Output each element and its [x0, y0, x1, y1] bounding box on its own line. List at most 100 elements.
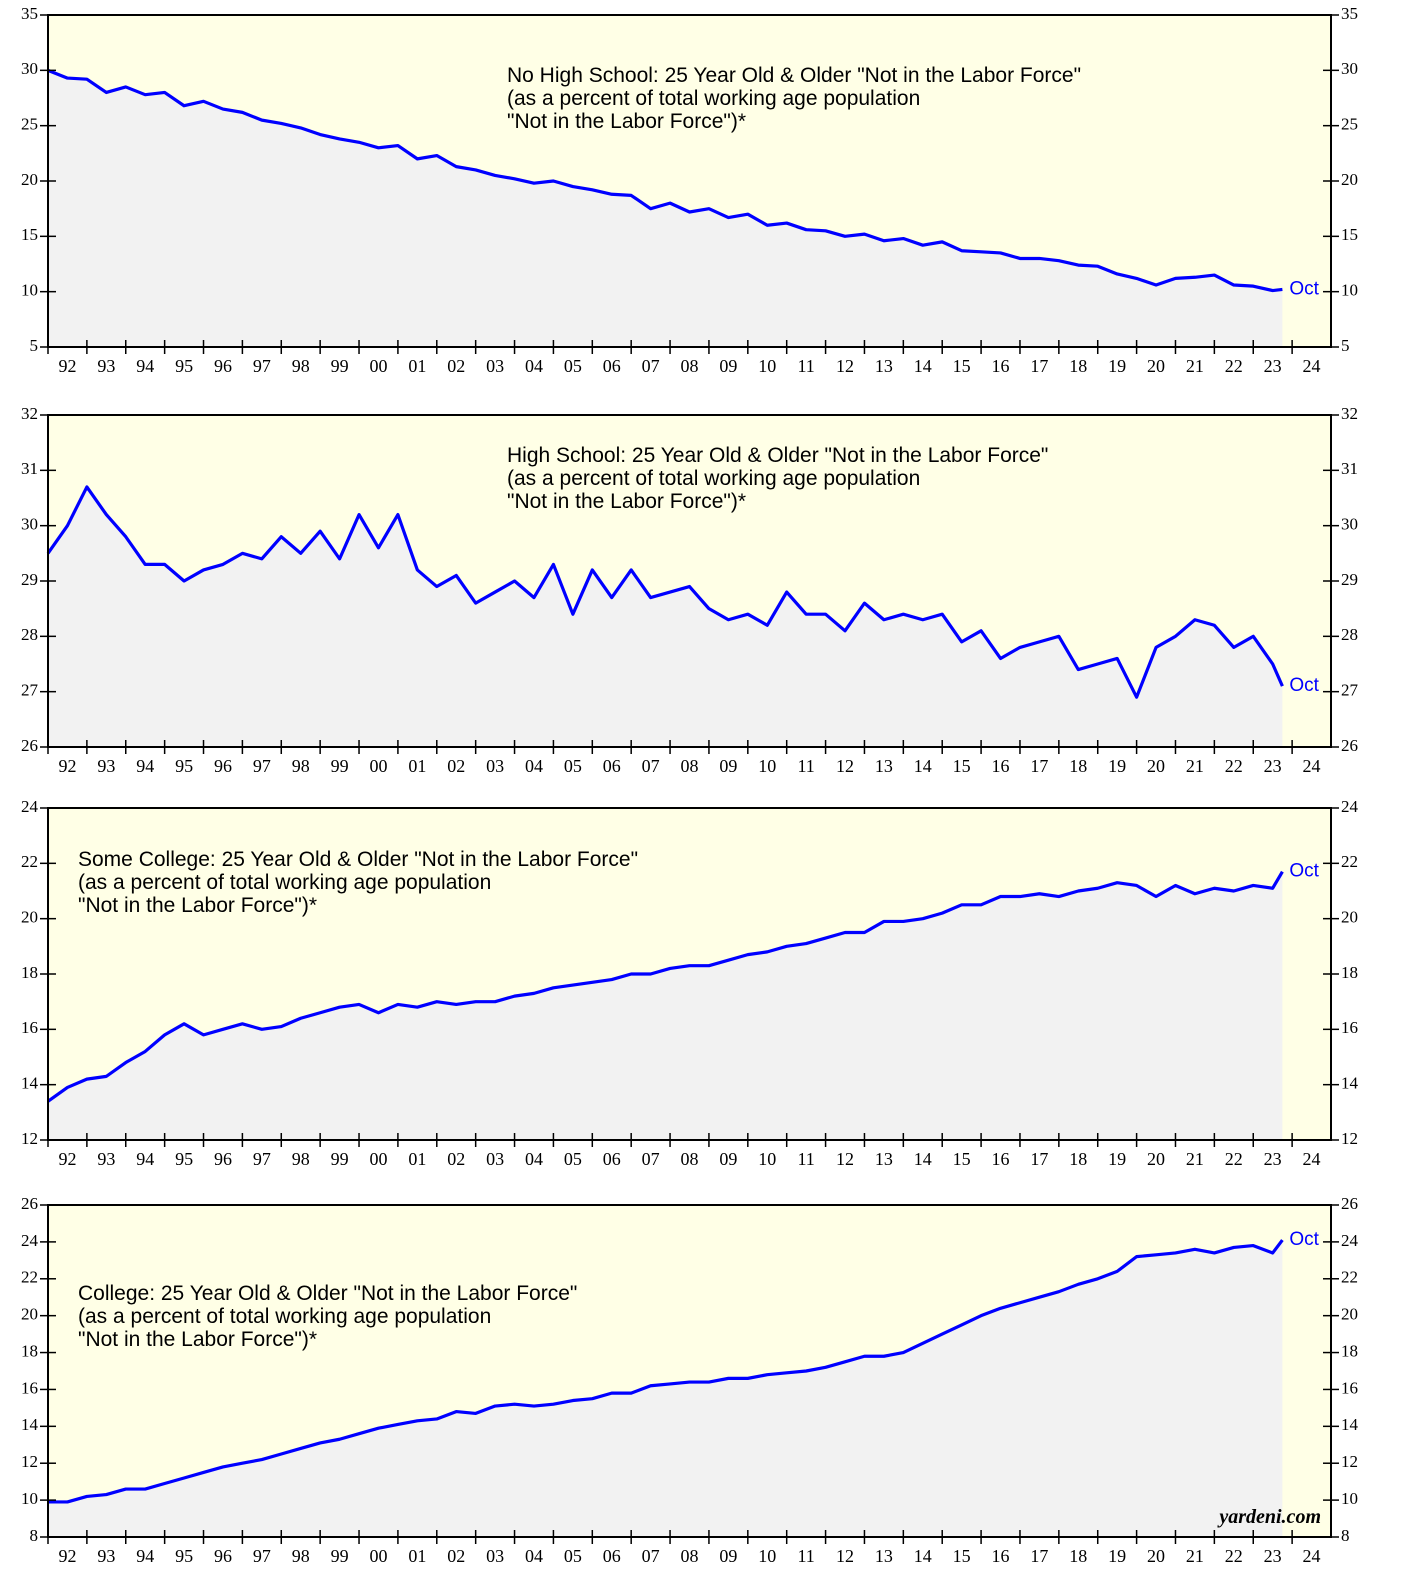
x-tick-label: 02: [447, 1149, 465, 1169]
x-tick-label: 15: [953, 356, 971, 376]
x-tick-label: 05: [564, 1149, 582, 1169]
y-tick-label-right: 31: [1341, 459, 1358, 478]
x-tick-label: 24: [1303, 756, 1321, 776]
y-tick-label: 14: [21, 1415, 39, 1434]
x-tick-label: 20: [1147, 756, 1165, 776]
y-tick-label-right: 10: [1341, 281, 1358, 300]
x-tick-label: 92: [58, 1546, 76, 1566]
x-tick-label: 94: [136, 356, 154, 376]
x-tick-label: 22: [1225, 1149, 1243, 1169]
x-tick-label: 00: [369, 1546, 387, 1566]
x-tick-label: 03: [486, 356, 504, 376]
x-tick-label: 19: [1108, 1149, 1126, 1169]
end-label: Oct: [1289, 1229, 1319, 1250]
y-tick-label-right: 15: [1341, 225, 1358, 244]
x-tick-label: 13: [875, 356, 893, 376]
y-tick-label-right: 24: [1341, 1231, 1359, 1250]
area-fill: [48, 1240, 1283, 1537]
y-tick-label-right: 18: [1341, 1341, 1358, 1360]
x-tick-label: 04: [525, 1546, 543, 1566]
area-fill: [48, 871, 1283, 1140]
x-tick-label: 09: [719, 756, 737, 776]
x-tick-label: 98: [292, 756, 310, 776]
y-tick-label-right: 8: [1341, 1526, 1350, 1545]
x-tick-label: 03: [486, 756, 504, 776]
series-line: [47, 870, 1284, 1103]
end-label: Oct: [1289, 675, 1319, 696]
series-line: [47, 68, 1283, 293]
x-tick-label: 09: [719, 356, 737, 376]
y-tick-label-right: 5: [1341, 336, 1350, 355]
y-tick-label-right: 20: [1341, 1305, 1358, 1324]
y-tick-label: 29: [21, 570, 38, 589]
x-tick-label: 97: [253, 756, 271, 776]
x-tick-label: 95: [175, 1546, 193, 1566]
x-tick-label: 02: [447, 756, 465, 776]
y-tick-label: 24: [21, 797, 39, 816]
y-tick-label-right: 32: [1341, 404, 1358, 423]
y-tick-label: 16: [21, 1378, 38, 1397]
x-tick-label: 01: [408, 756, 426, 776]
x-tick-label: 17: [1030, 756, 1048, 776]
chart-annotation: "Not in the Labor Force")*: [78, 894, 317, 917]
x-tick-label: 03: [486, 1149, 504, 1169]
x-tick-label: 14: [914, 1149, 932, 1169]
x-tick-label: 99: [331, 1546, 349, 1566]
x-tick-label: 05: [564, 356, 582, 376]
y-tick-label-right: 14: [1341, 1415, 1359, 1434]
x-tick-label: 00: [369, 756, 387, 776]
x-tick-label: 06: [603, 1149, 621, 1169]
x-tick-label: 22: [1225, 1546, 1243, 1566]
x-tick-label: 09: [719, 1149, 737, 1169]
y-tick-label: 10: [21, 281, 38, 300]
x-tick-label: 96: [214, 356, 232, 376]
x-tick-label: 16: [992, 356, 1010, 376]
x-tick-label: 05: [564, 756, 582, 776]
x-tick-label: 93: [97, 1149, 115, 1169]
y-tick-label: 24: [21, 1231, 39, 1250]
x-tick-label: 23: [1264, 1546, 1282, 1566]
y-tick-label: 20: [21, 170, 38, 189]
chart-annotation: (as a percent of total working age popul…: [78, 871, 491, 894]
x-tick-label: 96: [214, 1546, 232, 1566]
x-tick-label: 12: [836, 756, 854, 776]
y-tick-label: 35: [21, 4, 38, 23]
y-tick-label: 18: [21, 963, 38, 982]
x-tick-label: 11: [797, 356, 814, 376]
end-label: Oct: [1289, 861, 1319, 882]
y-tick-label: 15: [21, 225, 38, 244]
x-tick-label: 20: [1147, 1149, 1165, 1169]
x-tick-label: 07: [642, 1546, 660, 1566]
x-tick-label: 17: [1030, 1546, 1048, 1566]
x-tick-label: 11: [797, 756, 814, 776]
x-tick-label: 10: [758, 1149, 776, 1169]
y-tick-label: 32: [21, 404, 38, 423]
chart-annotation: Some College: 25 Year Old & Older "Not i…: [78, 848, 638, 871]
x-tick-label: 06: [603, 756, 621, 776]
x-tick-label: 13: [875, 1149, 893, 1169]
y-tick-label: 20: [21, 1305, 38, 1324]
x-tick-label: 92: [58, 356, 76, 376]
x-tick-label: 14: [914, 356, 932, 376]
x-tick-label: 23: [1264, 1149, 1282, 1169]
y-tick-label-right: 12: [1341, 1452, 1358, 1471]
chart-annotation: "Not in the Labor Force")*: [78, 1328, 317, 1351]
x-tick-label: 19: [1108, 756, 1126, 776]
plot-frame: [47, 1204, 1332, 1538]
x-tick-label: 10: [758, 1546, 776, 1566]
x-tick-label: 21: [1186, 1149, 1204, 1169]
x-tick-label: 00: [369, 1149, 387, 1169]
x-tick-label: 99: [331, 756, 349, 776]
x-tick-label: 23: [1264, 756, 1282, 776]
x-tick-label: 13: [875, 1546, 893, 1566]
x-tick-label: 08: [681, 356, 699, 376]
x-tick-label: 04: [525, 1149, 543, 1169]
x-tick-label: 95: [175, 356, 193, 376]
x-tick-label: 24: [1303, 1149, 1321, 1169]
x-tick-label: 19: [1108, 356, 1126, 376]
x-tick-label: 06: [603, 1546, 621, 1566]
y-tick-label: 31: [21, 459, 38, 478]
y-tick-label-right: 16: [1341, 1378, 1358, 1397]
x-tick-label: 97: [253, 1149, 271, 1169]
